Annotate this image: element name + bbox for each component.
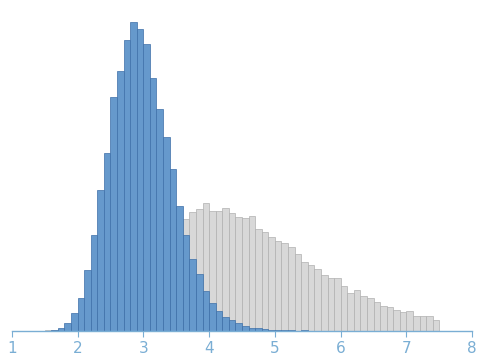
Bar bbox=[301, 262, 308, 331]
Bar bbox=[235, 323, 242, 331]
Bar bbox=[275, 330, 282, 331]
Bar bbox=[84, 270, 91, 331]
Bar bbox=[156, 242, 163, 331]
Bar bbox=[196, 274, 202, 331]
Bar bbox=[71, 313, 77, 331]
Bar bbox=[400, 311, 407, 331]
Bar bbox=[393, 310, 400, 331]
Bar bbox=[58, 329, 64, 331]
Bar bbox=[176, 219, 183, 331]
Bar bbox=[341, 286, 347, 331]
Bar bbox=[295, 254, 301, 331]
Bar bbox=[91, 234, 97, 331]
Bar bbox=[137, 29, 143, 331]
Bar bbox=[117, 293, 123, 331]
Bar bbox=[64, 323, 71, 331]
Bar bbox=[143, 259, 150, 331]
Bar bbox=[380, 306, 387, 331]
Bar bbox=[354, 290, 361, 331]
Bar bbox=[71, 326, 77, 331]
Bar bbox=[268, 237, 275, 331]
Bar bbox=[315, 269, 321, 331]
Bar bbox=[123, 41, 130, 331]
Bar bbox=[202, 203, 209, 331]
Bar bbox=[308, 265, 315, 331]
Bar bbox=[163, 233, 169, 331]
Bar bbox=[123, 285, 130, 331]
Bar bbox=[196, 209, 202, 331]
Bar bbox=[202, 291, 209, 331]
Bar bbox=[104, 307, 110, 331]
Bar bbox=[275, 241, 282, 331]
Bar bbox=[255, 329, 262, 331]
Bar bbox=[183, 219, 189, 331]
Bar bbox=[97, 312, 104, 331]
Bar bbox=[374, 302, 380, 331]
Bar bbox=[420, 316, 426, 331]
Bar bbox=[169, 169, 176, 331]
Bar bbox=[209, 303, 216, 331]
Bar bbox=[282, 330, 288, 331]
Bar bbox=[347, 293, 354, 331]
Bar bbox=[328, 278, 334, 331]
Bar bbox=[262, 232, 268, 331]
Bar bbox=[110, 302, 117, 331]
Bar bbox=[407, 311, 413, 331]
Bar bbox=[255, 229, 262, 331]
Bar bbox=[216, 311, 222, 331]
Bar bbox=[51, 330, 58, 331]
Bar bbox=[58, 328, 64, 331]
Bar bbox=[222, 208, 229, 331]
Bar bbox=[321, 275, 328, 331]
Bar bbox=[183, 235, 189, 331]
Bar bbox=[216, 211, 222, 331]
Bar bbox=[97, 191, 104, 331]
Bar bbox=[229, 213, 235, 331]
Bar bbox=[361, 296, 367, 331]
Bar bbox=[150, 78, 156, 331]
Bar bbox=[130, 279, 137, 331]
Bar bbox=[77, 324, 84, 331]
Bar bbox=[262, 329, 268, 331]
Bar bbox=[64, 329, 71, 331]
Bar bbox=[242, 217, 249, 331]
Bar bbox=[137, 268, 143, 331]
Bar bbox=[268, 330, 275, 331]
Bar bbox=[150, 253, 156, 331]
Bar bbox=[235, 217, 242, 331]
Bar bbox=[209, 211, 216, 331]
Bar bbox=[84, 322, 91, 331]
Bar bbox=[169, 228, 176, 331]
Bar bbox=[117, 71, 123, 331]
Bar bbox=[242, 326, 249, 331]
Bar bbox=[91, 320, 97, 331]
Bar bbox=[229, 320, 235, 331]
Bar bbox=[163, 137, 169, 331]
Bar bbox=[130, 23, 137, 331]
Bar bbox=[433, 320, 439, 331]
Bar bbox=[104, 153, 110, 331]
Bar bbox=[156, 109, 163, 331]
Bar bbox=[189, 212, 196, 331]
Bar bbox=[51, 330, 58, 331]
Bar bbox=[189, 259, 196, 331]
Bar bbox=[222, 317, 229, 331]
Bar bbox=[249, 328, 255, 331]
Bar bbox=[367, 298, 374, 331]
Bar bbox=[288, 247, 295, 331]
Bar bbox=[249, 216, 255, 331]
Bar bbox=[426, 316, 433, 331]
Bar bbox=[110, 97, 117, 331]
Bar bbox=[413, 316, 420, 331]
Bar bbox=[387, 307, 393, 331]
Bar bbox=[334, 278, 341, 331]
Bar bbox=[176, 206, 183, 331]
Bar bbox=[282, 243, 288, 331]
Bar bbox=[143, 44, 150, 331]
Bar bbox=[77, 298, 84, 331]
